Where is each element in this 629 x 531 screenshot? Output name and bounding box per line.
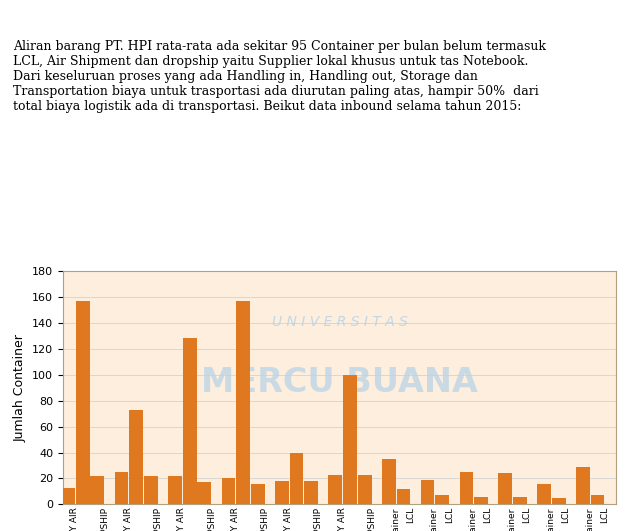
Bar [144, 476, 158, 504]
Bar [460, 472, 473, 504]
Bar [289, 452, 303, 504]
Bar [76, 301, 89, 504]
Bar [435, 495, 449, 504]
Bar [237, 301, 250, 504]
Bar [91, 476, 104, 504]
Bar [474, 496, 488, 504]
Bar [396, 489, 410, 504]
Text: U N I V E R S I T A S: U N I V E R S I T A S [272, 315, 408, 329]
Bar [221, 478, 235, 504]
Bar [251, 484, 265, 504]
Text: MERCU BUANA: MERCU BUANA [201, 366, 478, 399]
Bar [183, 338, 196, 504]
Y-axis label: Jumlah Container: Jumlah Container [13, 333, 26, 442]
Bar [358, 475, 372, 504]
Bar [382, 459, 396, 504]
Bar [537, 484, 551, 504]
Bar [513, 496, 526, 504]
Bar [576, 467, 590, 504]
Text: Aliran barang PT. HPI rata-rata ada sekitar 95 Container per bulan belum termasu: Aliran barang PT. HPI rata-rata ada seki… [13, 40, 545, 113]
Bar [343, 375, 357, 504]
Bar [591, 495, 604, 504]
Bar [130, 410, 143, 504]
Bar [552, 498, 565, 504]
Bar [61, 487, 75, 504]
Bar [304, 481, 318, 504]
Bar [421, 480, 435, 504]
Bar [498, 473, 512, 504]
Bar [275, 481, 289, 504]
Bar [328, 475, 342, 504]
Bar [114, 472, 128, 504]
Bar [198, 482, 211, 504]
Bar [168, 476, 182, 504]
